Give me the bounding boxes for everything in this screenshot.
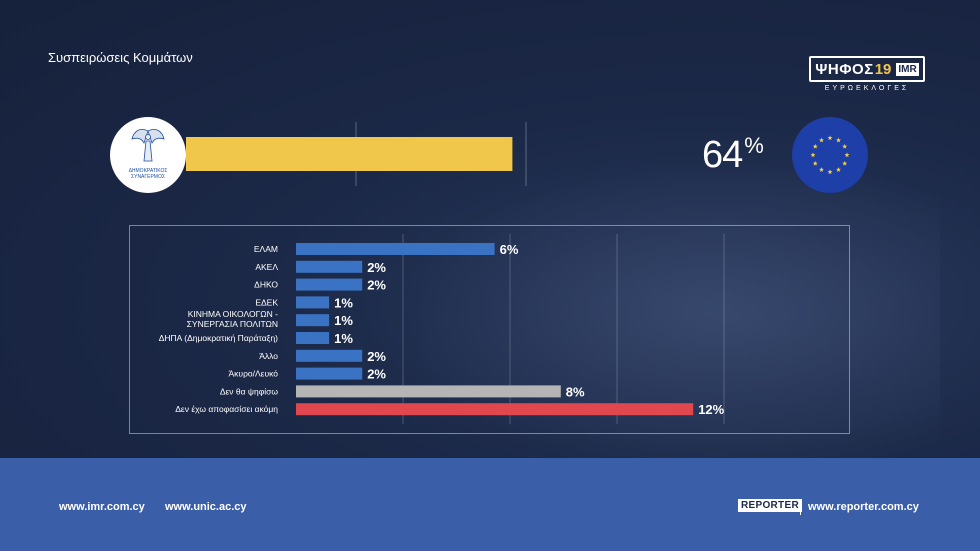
party-label: ΑΚΕΛ	[255, 262, 278, 272]
eu-flag-icon	[792, 117, 868, 193]
party-bar	[296, 403, 694, 416]
party-value-label: 1%	[334, 295, 353, 310]
eu-flag-star	[827, 169, 833, 175]
reporter-logo: REPORTER	[738, 499, 802, 512]
party-bar	[296, 332, 330, 344]
brand-subtitle: ΕΥΡΩΕΚΛΟΓΕΣ	[824, 85, 910, 92]
party-logo: ΔΗΜΟΚΡΑΤΙΚΟΣ ΣΥΝΑΓΕΡΜΟΣ	[110, 117, 186, 193]
party-value-label: 1%	[334, 331, 353, 346]
footer: www.imr.com.cy www.unic.ac.cy www.report…	[0, 458, 980, 551]
eu-flag-star	[836, 137, 841, 143]
page-title: Συσπειρώσεις Κομμάτων	[48, 50, 193, 65]
party-bar	[296, 314, 330, 327]
imr-logo: IMR	[896, 62, 919, 76]
brand-year: 19	[874, 60, 892, 78]
party-label: ΕΔΕΚ	[255, 297, 278, 307]
party-bar	[296, 385, 561, 398]
party-label: Άκυρο/Λευκό	[229, 369, 279, 379]
party-logo-text-line1: ΔΗΜΟΚΡΑΤΙΚΟΣ	[128, 168, 168, 174]
party-logo-text: ΔΗΜΟΚΡΑΤΙΚΟΣ ΣΥΝΑΓΕΡΜΟΣ	[110, 168, 186, 180]
parties-panel: ΕΛΑΜ 6% ΑΚΕΛ 2% ΔΗΚΟ 2% ΕΔΕΚ 1% ΚΙΝΗΜΑ ΟΙΚΟΛΟΓΩΝ…	[129, 225, 850, 434]
eu-flag-star	[812, 160, 818, 166]
party-value-label: 12%	[698, 402, 724, 417]
party-value-label: 2%	[367, 260, 386, 275]
party-label: ΔΗΠΑ (Δημοκρατική Παράταξη)	[159, 333, 278, 343]
party-value-label: 1%	[334, 313, 353, 328]
reporter-link[interactable]: www.reporter.com.cy	[808, 501, 919, 513]
party-value-label: 2%	[367, 367, 386, 382]
eu-flag-star	[842, 143, 848, 149]
eu-flag-star	[810, 152, 816, 158]
eu-flag-star	[836, 167, 841, 172]
footer-divider	[800, 499, 801, 515]
party-bar	[296, 278, 363, 291]
party-label: ΚΙΝΗΜΑ ΟΙΚΟΛΟΓΩΝ -ΣΥΝΕΡΓΑΣΙΑ ΠΟΛΙΤΩΝ	[187, 309, 278, 329]
party-value-label: 2%	[367, 349, 386, 364]
party-label: Δεν θα ψηφίσω	[220, 386, 279, 396]
brand: ΨΗΦΟΣ 19 IMR ΕΥΡΩΕΚΛΟΓΕΣ	[800, 36, 934, 92]
party-label: ΕΛΑΜ	[254, 244, 278, 254]
eu-flag-star	[842, 160, 848, 166]
party-value-label: 2%	[367, 278, 386, 293]
party-logo-text-line2: ΣΥΝΑΓΕΡΜΟΣ	[131, 174, 165, 180]
brand-title: ΨΗΦΟΣ	[815, 60, 874, 78]
party-label: ΔΗΚΟ	[254, 280, 278, 290]
main-bar	[186, 137, 513, 171]
party-bar	[296, 349, 363, 362]
brand-box: ΨΗΦΟΣ 19 IMR	[809, 56, 925, 82]
eu-flag-star	[819, 137, 824, 143]
eu-flag-star	[844, 152, 850, 158]
eu-flag-star	[819, 167, 824, 172]
party-bar	[296, 296, 330, 309]
main-value-label: 64%	[702, 133, 764, 177]
main-value-unit: %	[744, 133, 764, 158]
party-label: Δεν έχω αποφασίσει ακόμη	[175, 404, 278, 414]
eu-flag-star	[827, 135, 833, 141]
main-bar-chart	[186, 122, 527, 186]
party-label: Άλλο	[259, 351, 278, 361]
eu-flag-star	[812, 143, 818, 149]
main-value-number: 64	[702, 134, 743, 176]
party-bar	[296, 367, 363, 380]
parties-bar-chart: ΕΛΑΜ 6% ΑΚΕΛ 2% ΔΗΚΟ 2% ΕΔΕΚ 1% ΚΙΝΗΜΑ ΟΙΚΟΛΟΓΩΝ…	[159, 234, 725, 424]
unic-link[interactable]: www.unic.ac.cy	[165, 501, 247, 513]
imr-link[interactable]: www.imr.com.cy	[59, 501, 145, 513]
party-value-label: 8%	[566, 384, 585, 399]
party-value-label: 6%	[500, 242, 519, 257]
europe-map-background	[420, 170, 940, 470]
party-bar	[296, 260, 363, 273]
party-bar	[296, 243, 495, 255]
winged-victory-icon	[131, 129, 165, 162]
